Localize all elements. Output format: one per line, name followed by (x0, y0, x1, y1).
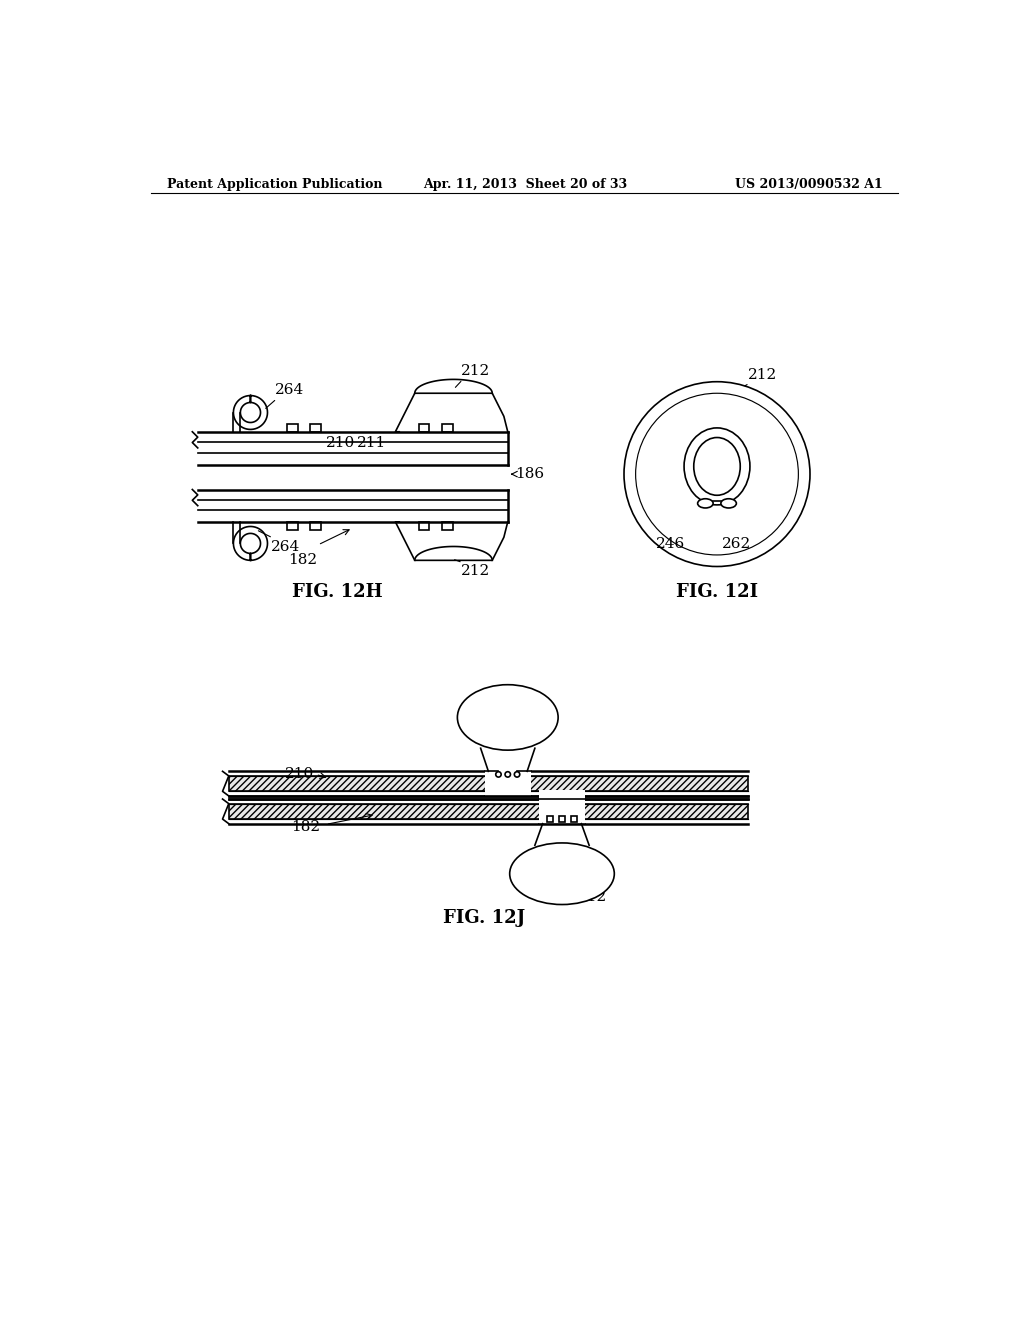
Text: 246: 246 (656, 537, 685, 552)
Text: 212: 212 (527, 710, 556, 725)
Bar (547, 816, 554, 822)
Text: 182: 182 (291, 820, 321, 834)
Ellipse shape (693, 437, 740, 495)
Text: 262: 262 (722, 537, 751, 552)
Text: 186: 186 (515, 467, 545, 480)
Text: 264: 264 (275, 383, 304, 397)
Ellipse shape (458, 685, 558, 750)
Bar (419, 424, 429, 432)
Text: FIG. 12J: FIG. 12J (443, 909, 525, 927)
Bar (559, 816, 565, 822)
Bar (287, 521, 298, 529)
Bar (570, 816, 577, 822)
Bar (287, 424, 298, 432)
Text: US 2013/0090532 A1: US 2013/0090532 A1 (735, 178, 883, 190)
Bar (310, 424, 321, 432)
Bar (484, 767, 531, 796)
Ellipse shape (684, 428, 750, 506)
Bar (419, 521, 429, 529)
Text: 182: 182 (288, 553, 317, 566)
Text: FIG. 12I: FIG. 12I (676, 583, 758, 602)
Bar (228, 804, 748, 818)
Bar (228, 776, 748, 792)
Text: 210: 210 (326, 436, 355, 450)
Text: 264: 264 (271, 540, 301, 553)
Text: FIG. 12H: FIG. 12H (292, 583, 383, 602)
Bar (539, 789, 586, 824)
Ellipse shape (514, 772, 520, 777)
Text: 212: 212 (461, 364, 490, 378)
Text: 212: 212 (461, 564, 490, 578)
Bar (310, 521, 321, 529)
Text: Apr. 11, 2013  Sheet 20 of 33: Apr. 11, 2013 Sheet 20 of 33 (423, 178, 627, 190)
Circle shape (636, 393, 799, 554)
Text: 212: 212 (578, 890, 607, 904)
Ellipse shape (505, 772, 510, 777)
Text: 210: 210 (285, 767, 314, 781)
Text: 211: 211 (356, 436, 386, 450)
Ellipse shape (721, 499, 736, 508)
Bar (228, 789, 748, 796)
Bar (442, 424, 453, 432)
Ellipse shape (496, 772, 501, 777)
Ellipse shape (697, 499, 713, 508)
Text: 212: 212 (748, 368, 777, 381)
Bar (442, 521, 453, 529)
Text: Patent Application Publication: Patent Application Publication (167, 178, 382, 190)
Ellipse shape (510, 843, 614, 904)
Circle shape (624, 381, 810, 566)
